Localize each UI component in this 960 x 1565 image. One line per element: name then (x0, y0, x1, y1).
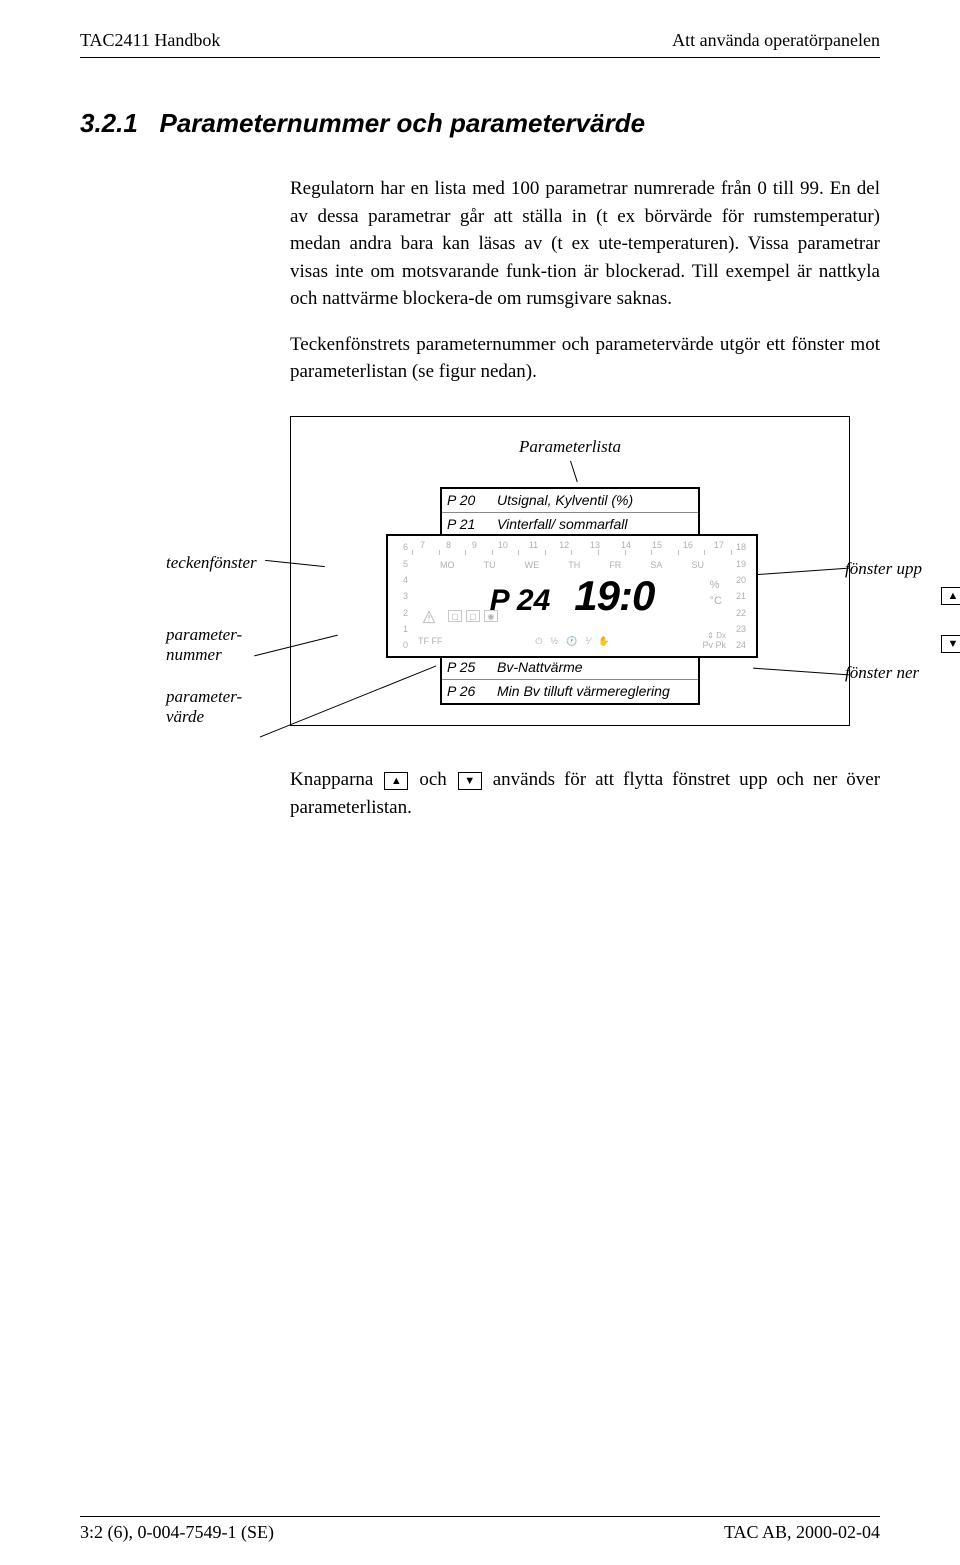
body-text-block-2: Knapparna ▲ och ▼ används för att flytta… (290, 766, 880, 821)
lcd-main-readout: P 24 19:0 (388, 572, 756, 620)
param-code: P 25 (447, 659, 497, 675)
lcd-row: 7 8 9 10 11 12 13 14 15 16 (442, 535, 698, 655)
section-heading: 3.2.1 Parameternummer och parametervärde (80, 108, 880, 139)
param-code: P 26 (447, 683, 497, 699)
lcd-param-number: P 24 (490, 584, 551, 618)
figure-box: Parameterlista teckenfönster parameter- … (290, 416, 850, 726)
mode-icon: ▢ (466, 610, 480, 622)
mode-icon: ▢ (448, 610, 462, 622)
lcd-units: % °C (710, 578, 722, 609)
clock-icon: 🕐 (566, 636, 577, 647)
section-title-text: Parameternummer och parametervärde (160, 108, 646, 138)
lcd-tick-row (412, 550, 732, 556)
label-fonster-ner: fönster ner (845, 663, 960, 683)
leader-line (753, 567, 849, 575)
paragraph-3: Knapparna ▲ och ▼ används för att flytta… (290, 766, 880, 821)
label-parameternummer: parameter- nummer (166, 625, 296, 666)
footer-left: 3:2 (6), 0-004-7549-1 (SE) (80, 1522, 274, 1543)
arrow-down-button[interactable]: ▼ (941, 635, 960, 653)
footer-rule (80, 1516, 880, 1517)
param-code: P 21 (447, 516, 497, 532)
table-row: P 26 Min Bv tilluft värmereglering (442, 679, 698, 703)
section-number: 3.2.1 (80, 108, 138, 138)
label-parametervarde: parameter- värde (166, 687, 296, 728)
lcd-bottom-left: TF FF (418, 636, 443, 646)
arrow-down-icon: ▼ (458, 772, 482, 790)
lcd-bottom-row: TF FF ⏻ ½ 🕐 ⅟ ✋ ⇕ Dx (418, 632, 726, 651)
label-fonster-upp: fönster upp (845, 559, 960, 579)
table-row: P 25 Bv-Nattvärme (442, 655, 698, 679)
hand-icon: ✋ (598, 636, 609, 647)
mode-icon: ◉ (484, 610, 498, 622)
param-desc: Bv-Nattvärme (497, 659, 693, 676)
param-desc: Vinterfall/ sommarfall (497, 516, 693, 533)
parameter-list-table: P 20 Utsignal, Kylventil (%) P 21 Vinter… (440, 487, 700, 705)
lcd-display: 7 8 9 10 11 12 13 14 15 16 (386, 534, 758, 658)
page-footer: 3:2 (6), 0-004-7549-1 (SE) TAC AB, 2000-… (80, 1522, 880, 1543)
table-row: P 21 Vinterfall/ sommarfall (442, 512, 698, 536)
param-list-label: Parameterlista (301, 437, 839, 457)
param-desc: Utsignal, Kylventil (%) (497, 492, 693, 509)
arrow-up-button[interactable]: ▲ (941, 587, 960, 605)
page-header: TAC2411 Handbok Att använda operatörpane… (80, 30, 880, 51)
paragraph-1: Regulatorn har en lista med 100 parametr… (290, 175, 880, 313)
lcd-param-value: 19:0 (574, 572, 654, 620)
leader-line (753, 667, 849, 675)
param-code: P 20 (447, 492, 497, 508)
lcd-mode-icons: ▢ ▢ ◉ (448, 610, 498, 622)
header-right: Att använda operatörpanelen (672, 30, 880, 51)
table-row: P 20 Utsignal, Kylventil (%) (442, 489, 698, 512)
arrow-up-icon: ▲ (384, 772, 408, 790)
header-rule (80, 57, 880, 58)
document-page: TAC2411 Handbok Att använda operatörpane… (0, 0, 960, 1565)
param-desc: Min Bv tilluft värmereglering (497, 683, 693, 700)
label-leader-line (570, 461, 578, 482)
body-text-block: Regulatorn har en lista med 100 parametr… (290, 175, 880, 386)
paragraph-2: Teckenfönstrets parameternummer och para… (290, 331, 880, 386)
warning-icon (422, 610, 436, 624)
footer-right: TAC AB, 2000-02-04 (724, 1522, 880, 1543)
lcd-day-row: MO TU WE TH FR SA SU (440, 560, 704, 570)
lcd-top-scale: 7 8 9 10 11 12 13 14 15 16 (420, 540, 724, 550)
clock-icon: ⏻ (535, 636, 542, 647)
label-teckenfonster: teckenfönster (166, 553, 296, 573)
header-left: TAC2411 Handbok (80, 30, 220, 51)
